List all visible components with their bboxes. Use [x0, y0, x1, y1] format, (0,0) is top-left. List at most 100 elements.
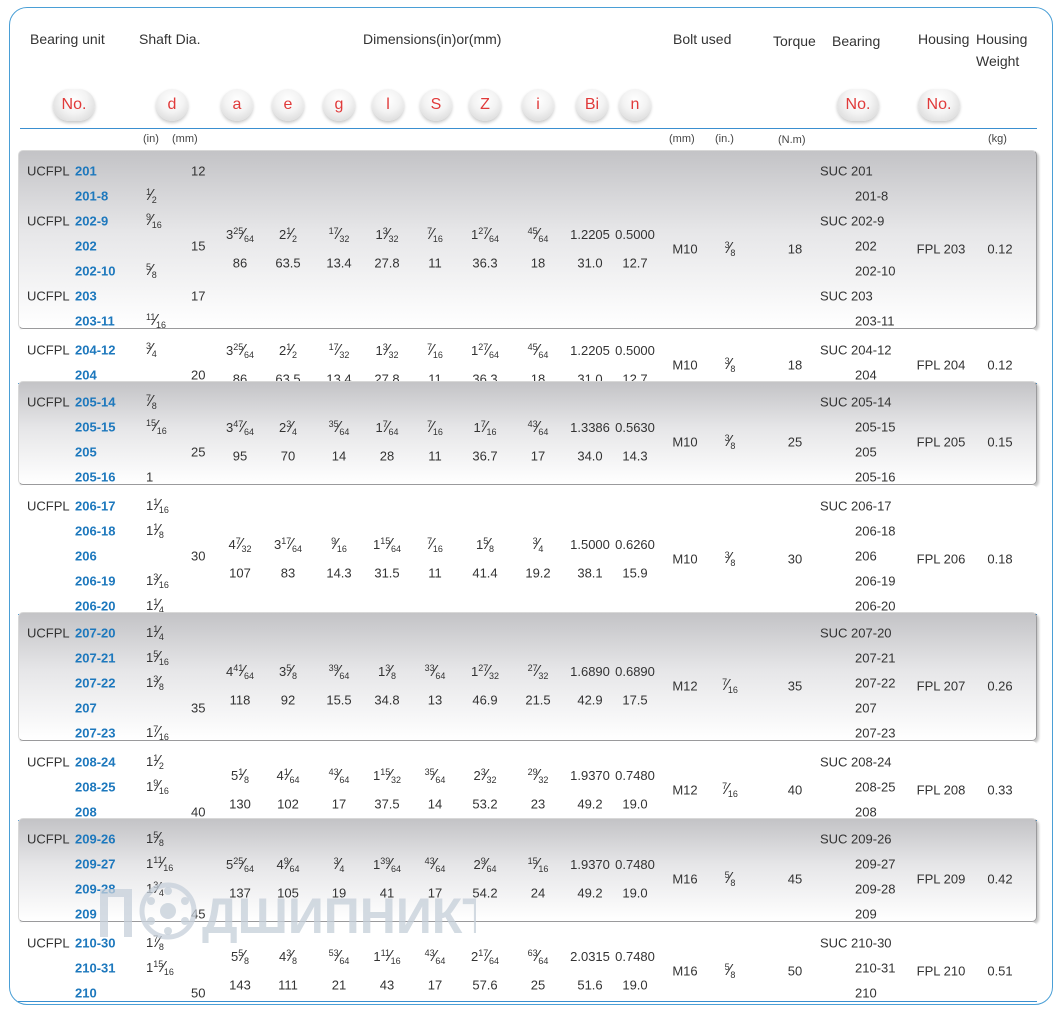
dim-mm-4: 14 [427, 796, 443, 811]
dim-in-3: 111⁄16 [373, 947, 401, 966]
dim-in-8: 0.6260 [615, 536, 655, 552]
shaft-dia-in: 1 [146, 469, 154, 485]
dim-mm-7: 42.9 [577, 692, 603, 707]
bolt-mm: M16 [672, 963, 698, 978]
dim-in-8: 0.5630 [615, 420, 655, 435]
unit-weight: (kg) [988, 133, 1007, 145]
unit-number: 210 [75, 985, 97, 1001]
unit-number: 207-23 [75, 725, 116, 741]
symbol-d: d [156, 89, 188, 121]
dim-mm-5: 41.4 [472, 565, 498, 580]
dim-in-6: 3⁄4 [532, 535, 544, 554]
unit-prefix: UCFPL [27, 163, 70, 179]
dim-in-2: 17⁄32 [328, 225, 350, 244]
housing-no: FPL 205 [916, 434, 966, 450]
shaft-dia-in: 7⁄8 [146, 393, 157, 411]
unit-number: 205-16 [75, 469, 116, 485]
dim-mm-1: 102 [277, 796, 299, 811]
dim-in-1: 21⁄2 [279, 225, 297, 244]
dim-in-2: 9⁄16 [331, 535, 347, 554]
unit-number: 202-9 [75, 213, 109, 229]
shaft-dia-mm: 40 [191, 804, 206, 820]
shaft-dia-mm: 12 [191, 163, 206, 179]
symbol-housing-no: No. [918, 89, 960, 121]
header-bearing-unit: Bearing unit [30, 31, 105, 47]
dim-in-8: 0.5000 [615, 343, 655, 358]
housing-no: FPL 207 [916, 678, 966, 693]
unit-number: 204 [75, 367, 97, 383]
dim-in-2: 43⁄64 [328, 766, 350, 785]
dim-mm-4: 11 [428, 448, 442, 464]
unit-number: 201 [75, 163, 97, 179]
dim-in-8: 0.7480 [615, 948, 655, 964]
group-band-7 [18, 922, 1037, 1001]
dim-in-8: 0.7480 [615, 857, 655, 872]
dim-mm-1: 70 [280, 448, 296, 464]
dim-in-3: 13⁄8 [378, 662, 396, 681]
dim-mm-8: 19.0 [622, 796, 648, 811]
dim-mm-7: 51.6 [577, 977, 603, 992]
dim-mm-5: 54.2 [472, 885, 498, 901]
dim-in-4: 33⁄64 [424, 662, 446, 681]
dim-mm-0: 143 [229, 977, 251, 992]
dim-in-5: 127⁄64 [471, 225, 499, 244]
shaft-dia-in: 13⁄8 [146, 674, 164, 692]
dim-in-4: 35⁄64 [424, 766, 446, 785]
header-bolt-used: Bolt used [673, 31, 732, 47]
unit-number: 207-20 [75, 625, 116, 641]
dim-mm-5: 46.9 [472, 692, 498, 707]
dim-mm-3: 41 [379, 885, 395, 901]
dim-in-7: 1.2205 [570, 343, 610, 358]
symbol-s: S [420, 89, 452, 121]
symbol-a: a [221, 89, 253, 121]
shaft-dia-mm: 30 [191, 548, 206, 564]
dim-mm-5: 53.2 [472, 796, 498, 811]
unit-bolt-in: (in.) [715, 133, 734, 145]
dim-in-7: 1.5000 [570, 536, 610, 552]
dim-in-4: 7⁄16 [427, 419, 443, 437]
bearing-no: 208 [855, 804, 877, 820]
shaft-dia-in: 17⁄8 [146, 934, 164, 952]
dim-mm-2: 14.3 [326, 565, 352, 580]
unit-number: 208 [75, 804, 97, 820]
dim-mm-6: 19.2 [525, 565, 551, 580]
symbol-z: Z [469, 89, 501, 121]
bolt-in: 3⁄8 [724, 433, 736, 451]
dim-mm-7: 34.0 [577, 448, 603, 464]
header-bearing: Bearing [832, 33, 881, 49]
dim-in-7: 2.0315 [570, 948, 610, 964]
bearing-no: 210-31 [855, 960, 896, 976]
dim-in-7: 1.9370 [570, 857, 610, 872]
dim-mm-4: 13 [427, 692, 443, 707]
housing-no: FPL 203 [916, 241, 966, 256]
dim-in-3: 139⁄64 [373, 856, 401, 874]
bearing-no: 209-27 [855, 856, 896, 872]
dim-mm-7: 31.0 [577, 255, 603, 270]
dim-in-8: 0.7480 [615, 767, 655, 783]
dim-in-3: 13⁄32 [375, 342, 399, 360]
dim-in-0: 55⁄8 [231, 947, 249, 966]
bearing-no: 207-21 [855, 650, 896, 666]
unit-number: 203-11 [75, 313, 115, 329]
group-separator [18, 1001, 1037, 1002]
dim-in-2: 39⁄64 [328, 662, 350, 681]
dim-in-5: 127⁄64 [471, 342, 499, 360]
bearing-no: 206-20 [855, 598, 896, 614]
bolt-mm: M16 [672, 871, 698, 887]
bolt-mm: M12 [672, 782, 698, 797]
bearing-no: SUC 209-26 [820, 831, 892, 847]
dim-mm-4: 11 [428, 565, 442, 580]
unit-in: (in) [143, 133, 159, 145]
dim-in-2: 3⁄4 [333, 856, 345, 874]
dim-mm-8: 14.3 [622, 448, 648, 464]
dim-mm-8: 15.9 [622, 565, 648, 580]
unit-number: 208-24 [75, 754, 116, 770]
bolt-in: 3⁄8 [724, 356, 736, 374]
unit-number: 202-10 [75, 263, 116, 279]
shaft-dia-mm: 20 [191, 367, 206, 383]
unit-prefix: UCFPL [27, 625, 70, 641]
unit-prefix: UCFPL [27, 498, 70, 514]
header-shaft-dia: Shaft Dia. [139, 31, 201, 47]
dim-mm-2: 13.4 [326, 255, 352, 270]
dim-mm-1: 83 [280, 565, 296, 580]
